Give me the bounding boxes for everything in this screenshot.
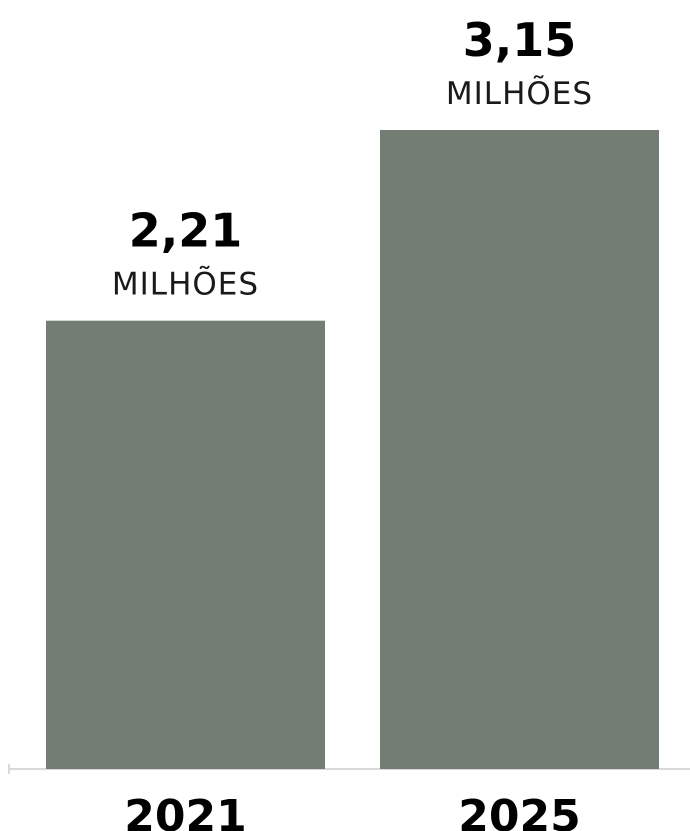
- unit-label-2025: MILHÕES: [446, 75, 593, 112]
- labels-layer: 2,21 MILHÕES 2021 3,15 MILHÕES 2025: [112, 13, 593, 831]
- bar-2025: [380, 130, 659, 769]
- value-label-2021: 2,21: [129, 204, 243, 258]
- bars-layer: [46, 130, 659, 769]
- tick-label-2025: 2025: [458, 791, 580, 831]
- tick-label-2021: 2021: [124, 791, 246, 831]
- value-label-2025: 3,15: [463, 13, 577, 67]
- bar-2021: [46, 320, 325, 769]
- unit-label-2021: MILHÕES: [112, 266, 259, 303]
